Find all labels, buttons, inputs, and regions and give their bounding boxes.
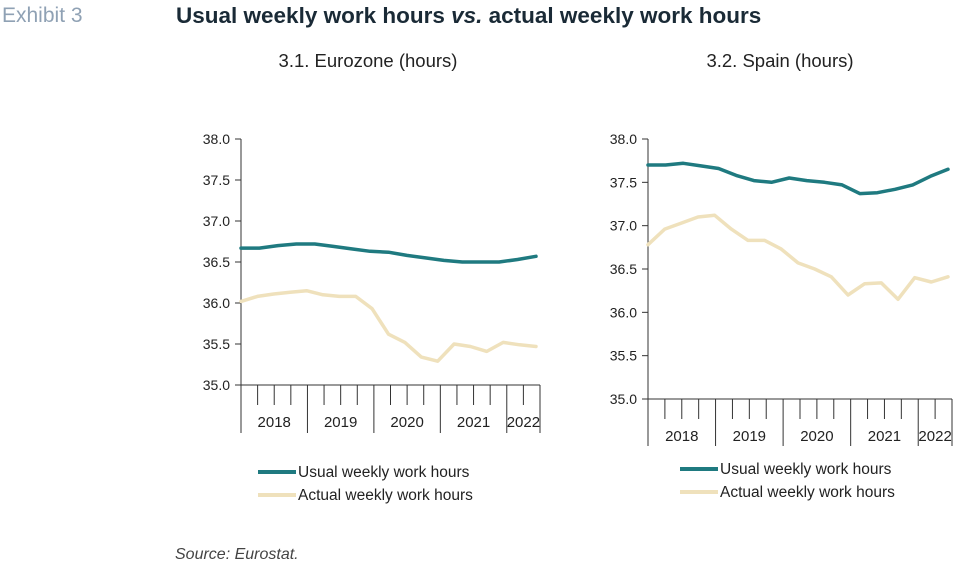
chart-title: 3.1. Eurozone (hours) <box>279 50 458 71</box>
x-year-label: 2018 <box>665 428 698 445</box>
legend-label: Actual weekly work hours <box>298 487 473 504</box>
series-line-actual <box>646 213 950 302</box>
y-tick-label: 37.0 <box>610 218 637 234</box>
y-tick-label: 35.5 <box>203 336 230 352</box>
x-year-label: 2020 <box>390 414 423 431</box>
legend-label: Actual weekly work hours <box>720 484 895 501</box>
x-year-label: 2018 <box>258 414 291 431</box>
chart-title: 3.2. Spain (hours) <box>706 50 853 71</box>
y-tick-label: 38.0 <box>610 131 637 147</box>
y-tick-label: 35.0 <box>610 391 637 407</box>
y-tick-label: 35.0 <box>203 377 230 393</box>
legend-label: Usual weekly work hours <box>298 464 470 481</box>
x-year-label: 2020 <box>800 428 833 445</box>
y-tick-label: 36.5 <box>610 261 637 277</box>
series-line-usual <box>239 242 538 264</box>
exhibit-label: Exhibit 3 <box>2 4 83 27</box>
x-year-label: 2022 <box>918 428 951 445</box>
source-note: Source: Eurostat. <box>175 546 299 563</box>
y-tick-label: 38.0 <box>203 131 230 147</box>
x-year-label: 2019 <box>324 414 357 431</box>
y-tick-label: 35.5 <box>610 348 637 364</box>
series-line-actual <box>239 288 538 363</box>
page-title: Usual weekly work hours vs. actual weekl… <box>176 3 761 29</box>
title-part-2: actual weekly work hours <box>482 3 762 28</box>
title-vs: vs. <box>451 3 483 28</box>
y-tick-label: 37.5 <box>610 174 637 190</box>
y-tick-label: 37.0 <box>203 213 230 229</box>
y-tick-label: 36.0 <box>610 304 637 320</box>
title-part-1: Usual weekly work hours <box>176 3 452 28</box>
series-line-usual <box>646 161 950 196</box>
x-year-label: 2021 <box>457 414 490 431</box>
y-tick-label: 36.5 <box>203 254 230 270</box>
y-tick-label: 36.0 <box>203 295 230 311</box>
x-year-label: 2019 <box>733 428 766 445</box>
y-tick-label: 37.5 <box>203 172 230 188</box>
legend-label: Usual weekly work hours <box>720 461 892 478</box>
x-year-label: 2021 <box>868 428 901 445</box>
x-year-label: 2022 <box>507 414 540 431</box>
